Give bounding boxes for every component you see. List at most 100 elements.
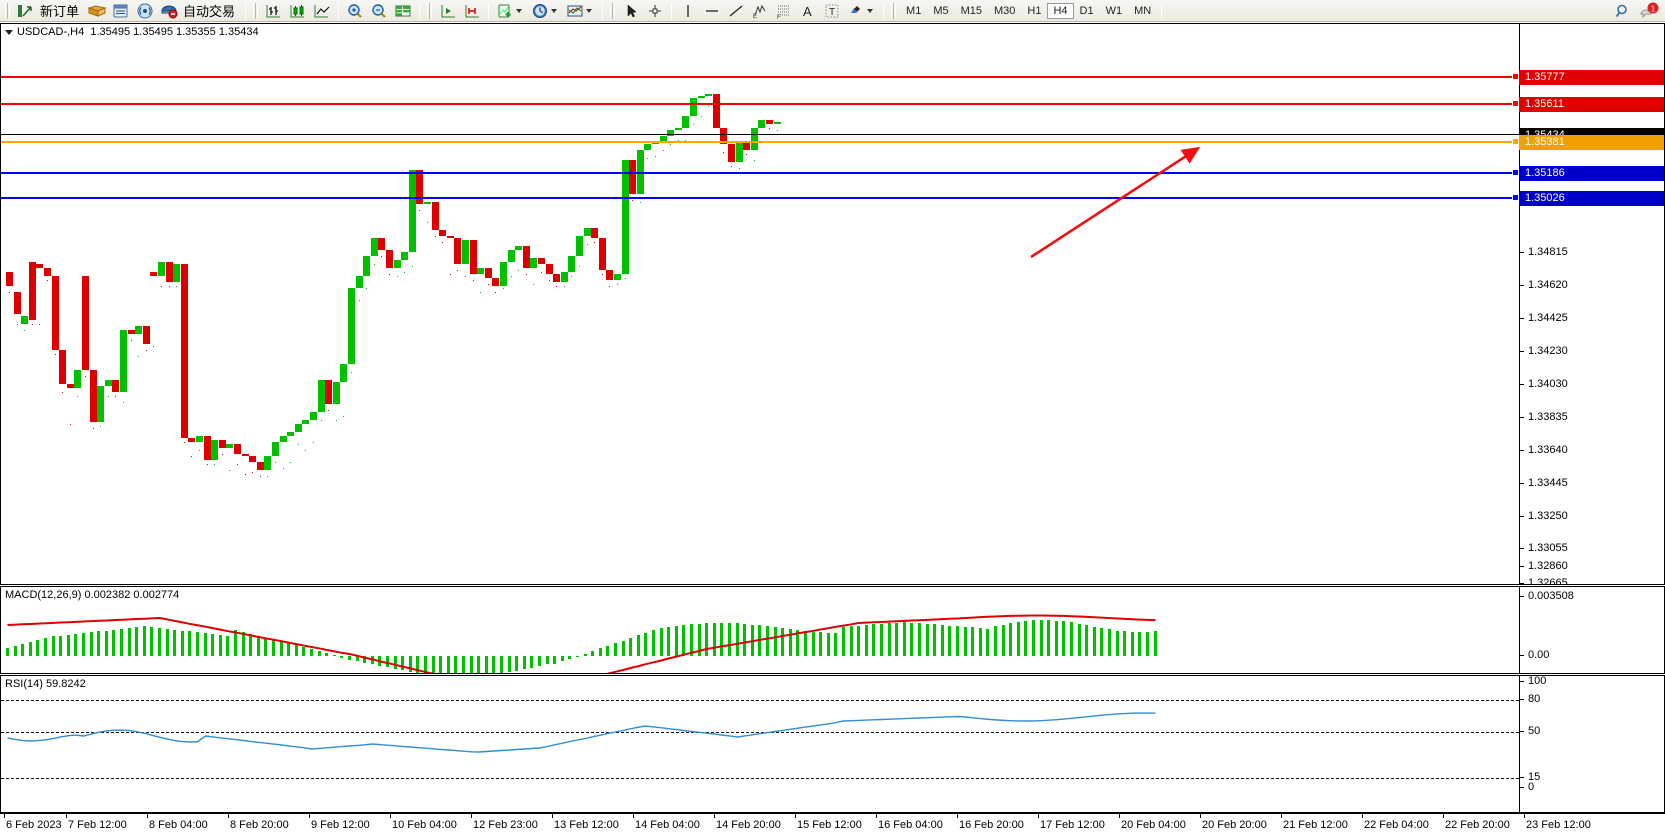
candle-body (29, 262, 36, 320)
vertical-line-button[interactable] (676, 1, 700, 21)
macd-plot-area[interactable] (1, 587, 1519, 673)
zoom-in-button[interactable] (343, 1, 367, 21)
line-chart-button[interactable] (310, 1, 334, 21)
macd-histogram-bar (880, 623, 883, 656)
toolbar-grip-2[interactable] (253, 2, 260, 19)
price-plot-area[interactable] (1, 24, 1519, 584)
search-button[interactable] (1611, 1, 1635, 21)
candle-wick (617, 284, 618, 285)
price-label-support-lower[interactable]: 1.35026 (1519, 191, 1664, 206)
candle-wick (191, 456, 192, 457)
text-label-button[interactable]: T (820, 1, 844, 21)
candle-wick (321, 420, 322, 421)
rsi-indicator-pane[interactable]: 100 80 50 15 0 RSI(14) 59.8242 (0, 675, 1665, 813)
shift-end-button[interactable] (436, 1, 460, 21)
shapes-button[interactable] (844, 1, 879, 21)
templates-button[interactable] (563, 1, 598, 21)
grid-button[interactable] (391, 1, 415, 21)
candle-body (439, 230, 446, 236)
zoom-out-button[interactable] (367, 1, 391, 21)
macd-histogram-bar (1002, 624, 1005, 656)
data-window-button[interactable] (109, 1, 133, 21)
level-line-support-upper[interactable] (1, 171, 1519, 177)
period-button[interactable] (528, 1, 563, 21)
macd-histogram-bar (249, 633, 252, 656)
timeframe-m15[interactable]: M15 (960, 4, 982, 17)
level-anchor-resistance-lower[interactable] (1512, 100, 1519, 107)
level-line-resistance-upper[interactable] (1, 75, 1519, 81)
timeframe-mn[interactable]: MN (1134, 4, 1152, 17)
timeframe-h1[interactable]: H1 (1027, 4, 1042, 17)
cursor-button[interactable] (619, 1, 643, 21)
toolbar-grip-4[interactable] (610, 2, 617, 19)
macd-tick-dash (1520, 655, 1524, 656)
macd-histogram-bar (219, 635, 222, 656)
level-line-entry-level[interactable] (1, 140, 1519, 146)
level-anchor-support-lower[interactable] (1512, 194, 1519, 201)
shift-start-button[interactable] (460, 1, 484, 21)
timeframe-d1[interactable]: D1 (1079, 4, 1094, 17)
text-button[interactable]: A (796, 1, 820, 21)
macd-histogram-bar (439, 656, 442, 673)
timeframe-m30[interactable]: M30 (994, 4, 1016, 17)
candle-body (173, 264, 180, 282)
candle-body (204, 436, 211, 460)
time-axis[interactable]: 6 Feb 2023 7 Feb 12:00 8 Feb 04:00 8 Feb 20… (0, 813, 1665, 838)
templates-dropdown-caret[interactable] (586, 8, 593, 13)
new-order-label: 新订单 (40, 4, 80, 19)
bar-chart-button[interactable] (262, 1, 286, 21)
level-line-last-price[interactable] (1, 134, 1519, 135)
candle-body (698, 96, 705, 98)
period-dropdown-caret[interactable] (551, 8, 558, 13)
indicators-button[interactable] (493, 1, 528, 21)
macd-histogram-bar (226, 635, 229, 656)
fibonacci-button[interactable]: F (772, 1, 796, 21)
macd-histogram-bar (546, 656, 549, 665)
level-line-resistance-lower[interactable] (1, 102, 1519, 108)
macd-histogram-bar (774, 627, 777, 656)
price-label-entry-level[interactable]: 1.35381 (1519, 135, 1664, 150)
candle-wick (564, 286, 565, 287)
candle-body (447, 236, 454, 238)
timeframe-m5[interactable]: M5 (933, 4, 949, 17)
macd-histogram-bar (188, 631, 191, 656)
timeframe-h4[interactable]: H4 (1047, 2, 1074, 19)
time-tick (471, 814, 472, 818)
candlestick-chart-button[interactable] (286, 1, 310, 21)
timeframe-w1[interactable]: W1 (1105, 4, 1123, 17)
macd-histogram-bar (1138, 631, 1141, 656)
level-anchor-entry-level[interactable] (1512, 138, 1519, 145)
toolbar-grip-3[interactable] (427, 2, 434, 19)
price-chart-pane[interactable]: 1.34815 1.34620 1.34425 1.34230 1.34030 1.338… (0, 23, 1665, 585)
alerts-button[interactable]: 1 (1635, 1, 1663, 21)
macd-histogram-bar (994, 626, 997, 656)
horizontal-line-button[interactable] (700, 1, 724, 21)
rsi-plot-area[interactable] (1, 676, 1519, 812)
crosshair-button[interactable] (643, 1, 667, 21)
level-anchor-support-upper[interactable] (1512, 169, 1519, 176)
price-scale[interactable]: 1.34815 1.34620 1.34425 1.34230 1.34030 1.338… (1519, 24, 1664, 584)
shapes-dropdown-caret[interactable] (867, 8, 874, 13)
indicators-dropdown-caret[interactable] (516, 8, 523, 13)
folder-button[interactable] (85, 1, 109, 21)
price-label-support-upper[interactable]: 1.35186 (1519, 166, 1664, 181)
elliott-wave-button[interactable]: E (748, 1, 772, 21)
timeframe-m1[interactable]: M1 (906, 4, 922, 17)
level-line-support-lower[interactable] (1, 196, 1519, 202)
new-order-button[interactable]: 新订单 (14, 1, 85, 21)
candle-wick (237, 464, 238, 465)
time-tick (66, 814, 67, 818)
toolbar-grip-5[interactable] (891, 2, 898, 19)
price-label-resistance-lower[interactable]: 1.35611 (1519, 97, 1664, 112)
candle-wick (169, 286, 170, 287)
auto-trading-button[interactable]: 自动交易 (157, 1, 241, 21)
signals-button[interactable] (133, 1, 157, 21)
candle-body (743, 142, 750, 150)
price-label-resistance-upper[interactable]: 1.35777 (1519, 70, 1664, 85)
level-anchor-resistance-upper[interactable] (1512, 73, 1519, 80)
candle-wick (252, 472, 253, 473)
toolbar-grip[interactable] (5, 2, 11, 19)
chart-menu-caret-icon[interactable] (5, 29, 13, 35)
trendline-button[interactable] (724, 1, 748, 21)
